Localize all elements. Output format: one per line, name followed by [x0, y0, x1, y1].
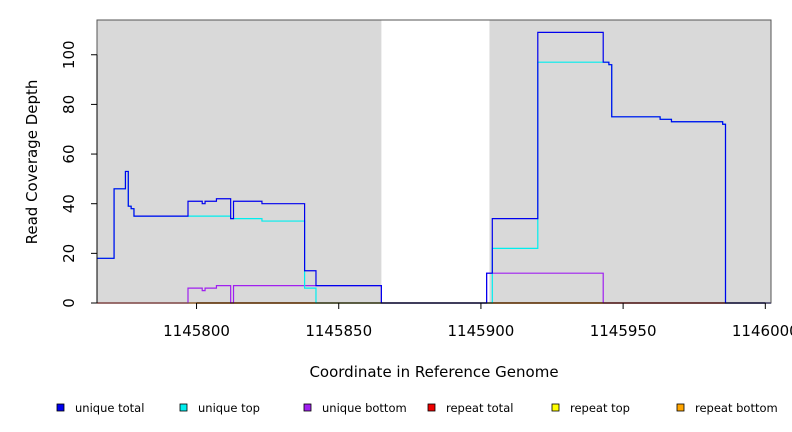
legend-label: repeat top [570, 401, 630, 415]
x-tick-label: 1145850 [305, 322, 372, 340]
y-tick-label: 60 [60, 145, 78, 164]
legend-item: repeat total [427, 401, 513, 415]
x-tick-label: 1145950 [590, 322, 657, 340]
x-tick-label: 1145800 [163, 322, 230, 340]
y-tick-label: 20 [60, 244, 78, 263]
legend-item: unique total [56, 401, 144, 415]
shaded-regions [97, 20, 771, 303]
legend-item: repeat bottom [676, 401, 778, 415]
legend-label: repeat bottom [695, 401, 778, 415]
legend-swatch [56, 403, 65, 412]
x-tick-label: 1145900 [448, 322, 515, 340]
legend: unique total unique top unique bottom repea… [56, 401, 778, 415]
legend-label: unique bottom [322, 401, 407, 415]
series-unique-total [97, 31, 771, 304]
legend-label: unique top [198, 401, 260, 415]
legend-swatch [427, 403, 436, 412]
y-axis-label: Read Coverage Depth [23, 80, 41, 245]
legend-label: repeat total [446, 401, 513, 415]
legend-swatch [303, 403, 312, 412]
y-tick-label: 80 [60, 95, 78, 114]
legend-swatch [551, 403, 560, 412]
legend-label: unique total [75, 401, 144, 415]
shaded-region-0 [97, 20, 382, 303]
legend-item: unique bottom [303, 401, 407, 415]
y-tick-label: 100 [60, 40, 78, 69]
legend-item: repeat top [551, 401, 630, 415]
legend-swatch [676, 403, 685, 412]
y-tick-label: 0 [60, 298, 78, 308]
shaded-region-1 [489, 20, 771, 303]
legend-swatch [179, 403, 188, 412]
x-axis-label: Coordinate in Reference Genome [309, 363, 558, 381]
legend-item: unique top [179, 401, 260, 415]
y-tick-label: 40 [60, 194, 78, 213]
